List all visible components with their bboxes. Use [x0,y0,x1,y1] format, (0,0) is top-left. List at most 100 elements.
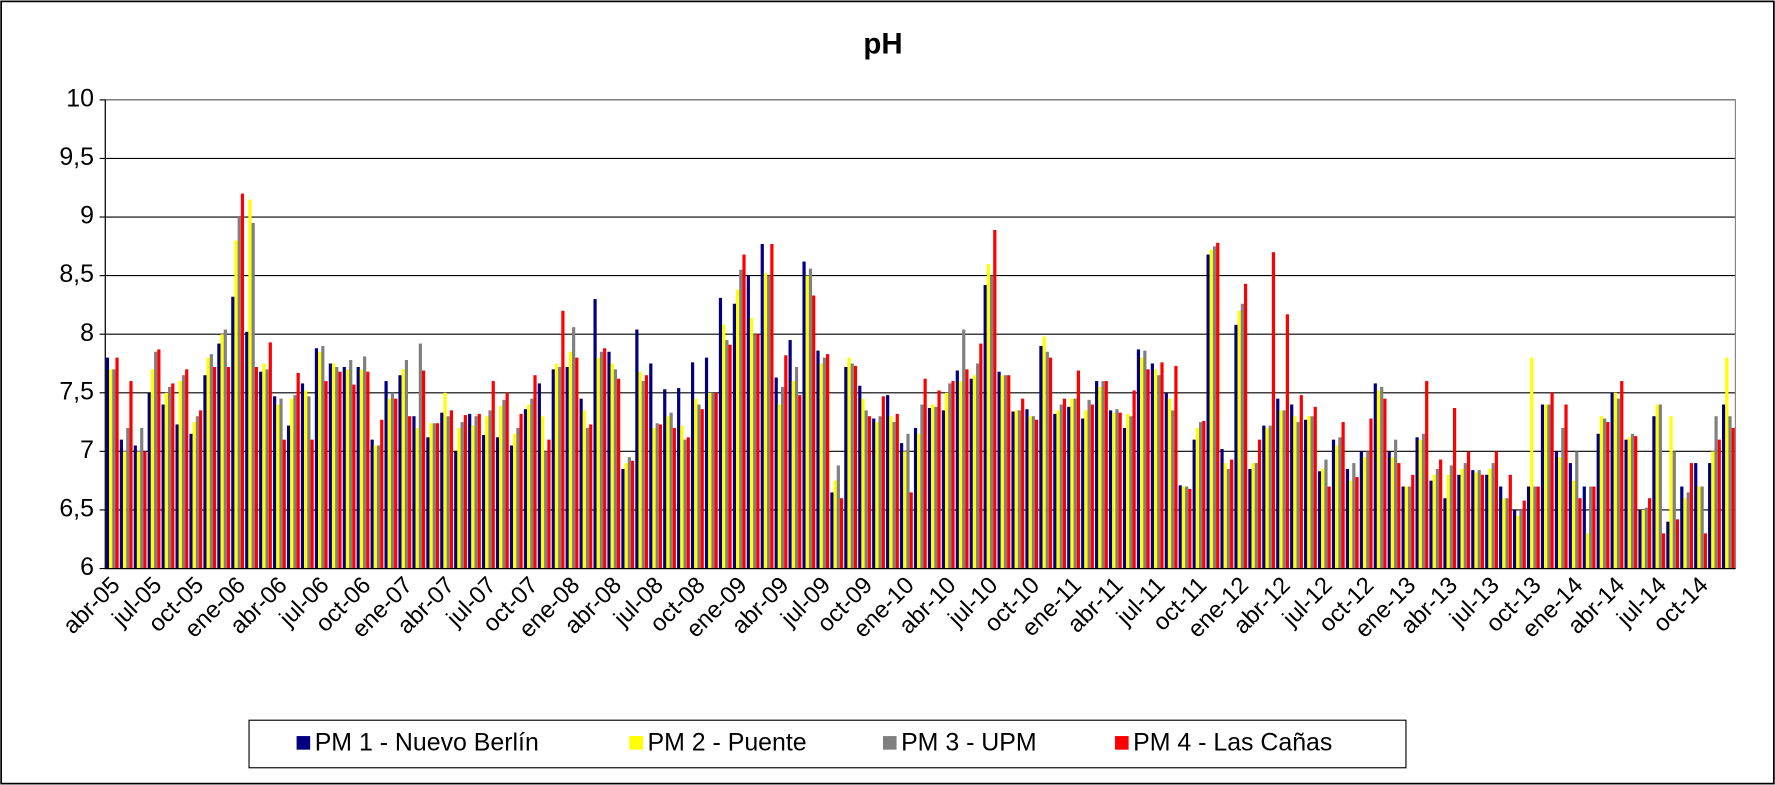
bar [1418,439,1422,569]
bar [1076,370,1080,569]
bar [1480,474,1485,569]
bar [1122,427,1127,569]
bar [972,375,977,569]
bar [140,427,144,569]
bar [1136,349,1141,569]
bar [1331,439,1336,569]
bar [398,375,402,569]
bar [1101,381,1105,569]
bar [164,392,168,569]
bar [913,427,918,569]
bar [917,433,921,569]
bar [143,451,147,569]
bar [644,375,649,569]
bar [426,437,430,569]
bar [568,351,573,569]
bar [282,439,286,569]
bar [669,412,673,569]
bar [1452,408,1457,569]
bar [1025,409,1029,569]
bar [788,340,792,569]
bar [1167,398,1172,569]
bar [1067,406,1071,569]
bar [923,378,927,569]
bar [314,348,319,569]
bar [523,409,528,569]
bar [471,425,475,569]
bar [1407,486,1412,569]
bar [958,381,963,569]
bar [906,433,910,569]
bar [1000,375,1004,569]
bar [962,329,966,569]
bar [231,296,235,569]
bar [429,423,433,569]
bar [509,445,514,569]
bar [1028,416,1032,569]
bar [993,229,997,569]
bar [582,410,586,569]
bar [415,427,419,569]
bar [579,398,583,569]
bar [1578,498,1582,569]
bar [519,413,523,569]
bar [1717,439,1721,569]
bar [1683,498,1687,569]
bar [1007,375,1011,569]
bar [1644,507,1649,569]
bar [1178,485,1182,569]
bar [816,350,820,569]
bar [1313,406,1317,569]
bar [1554,451,1559,569]
bar [1432,474,1436,569]
bar [666,416,670,569]
bar [290,398,294,569]
legend-box [248,719,1407,769]
bar [220,334,224,569]
bar [387,398,391,569]
bar [732,303,737,569]
bar [694,398,698,569]
bar [1725,357,1729,569]
bar [300,383,305,569]
bar [1150,363,1154,569]
bar [1582,486,1586,569]
bar [844,367,848,569]
y-tick-label: 10 [66,84,94,112]
bar [931,404,935,569]
bar [1397,463,1401,569]
bar [635,329,639,569]
y-tick-label: 7,5 [59,377,94,405]
bar [1708,463,1712,569]
bar [1011,411,1015,569]
bar [307,396,311,569]
bar [794,367,799,569]
bar [457,427,461,569]
bar [1661,533,1666,569]
bar [345,369,350,569]
bar [240,193,245,569]
bar [310,439,314,569]
bar [1198,422,1203,569]
bar [226,367,231,569]
bar [443,392,447,569]
bar [370,439,374,569]
bar [1714,416,1718,569]
bar [1021,398,1025,569]
bar [819,363,823,569]
bar [533,375,537,569]
bar [259,371,263,569]
bar [1376,390,1381,569]
bar [1680,486,1684,569]
bar [1415,437,1419,569]
bar [1268,425,1272,569]
bar [886,395,890,569]
bar [1070,398,1074,569]
bar [763,273,768,569]
bar [1146,369,1150,569]
bar [1254,463,1258,569]
bar [1164,392,1168,569]
bar [1335,445,1339,569]
bar [171,383,175,569]
